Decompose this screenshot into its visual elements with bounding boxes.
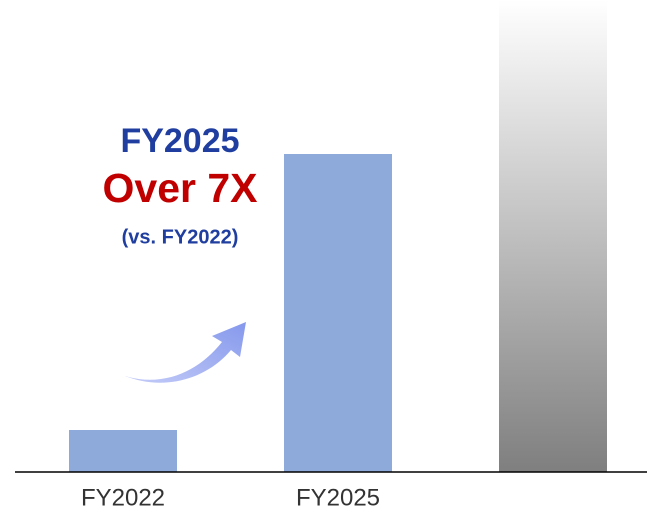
bar — [499, 0, 607, 472]
bar — [284, 154, 392, 472]
growth-arrow — [125, 322, 246, 383]
x-tick-label: FY2022 — [81, 484, 165, 511]
annotation: Over 7X — [103, 165, 258, 211]
annotation: FY2025 — [120, 122, 239, 160]
bar — [69, 430, 177, 472]
x-tick-label: FY2025 — [296, 484, 380, 511]
annotation: (vs. FY2022) — [122, 226, 239, 248]
